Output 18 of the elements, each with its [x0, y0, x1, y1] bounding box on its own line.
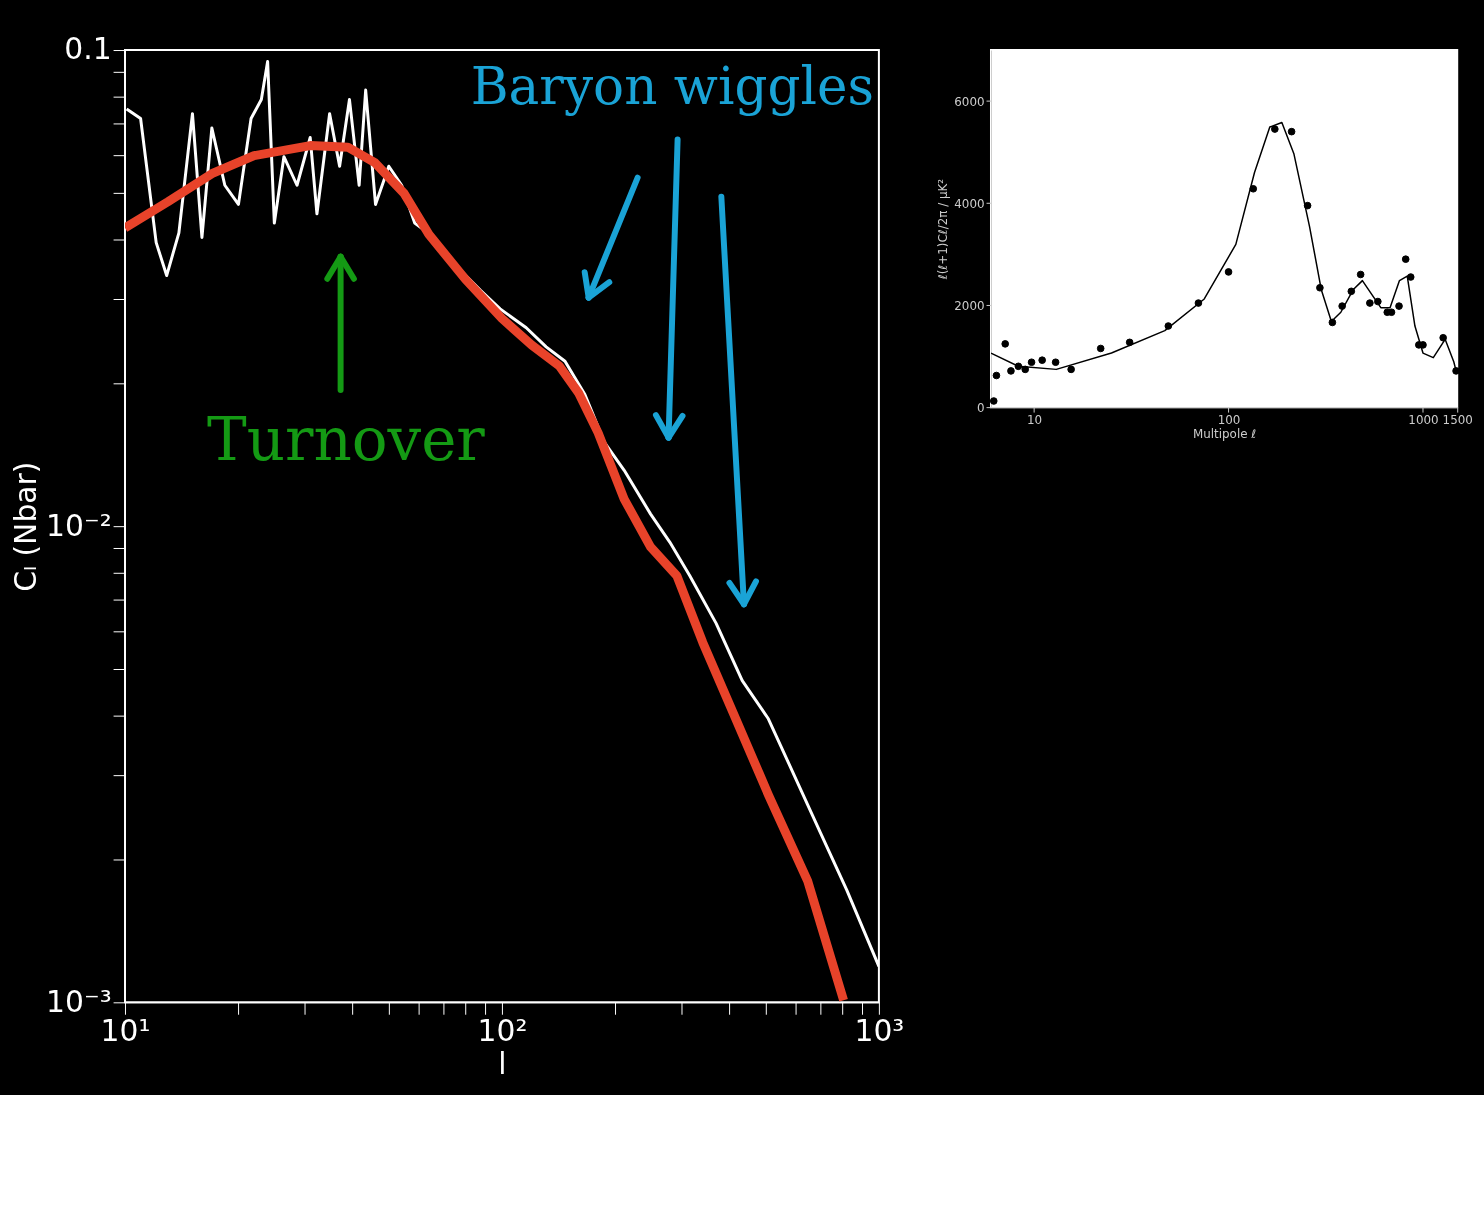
x-axis-title: l [498, 1046, 507, 1082]
annotation: Turnover [206, 405, 486, 475]
y-tick-label: 2000 [954, 298, 985, 313]
x-tick-label: 10² [477, 1012, 528, 1048]
x-axis-title: Multipole ℓ [1193, 427, 1257, 442]
y-axis-title: Cₗ (Nbar) [8, 461, 44, 592]
y-tick-label: 0.1 [64, 31, 112, 67]
y-tick-label: 4000 [954, 196, 985, 211]
x-tick-label: 1000 [1408, 412, 1439, 427]
x-tick-label: 1500 [1442, 412, 1473, 427]
annotation: Baryon wiggles [470, 55, 874, 116]
x-tick-label: 100 [1217, 412, 1241, 427]
y-tick-label: 0 [976, 400, 985, 415]
x-tick-label: 10³ [854, 1012, 905, 1048]
x-tick-label: 10 [1027, 412, 1043, 427]
y-tick-label: 6000 [954, 94, 985, 109]
y-tick-label: 10⁻² [46, 507, 112, 543]
y-axis-title: ℓ(ℓ+1)Cℓ/2π / μK² [936, 178, 951, 281]
